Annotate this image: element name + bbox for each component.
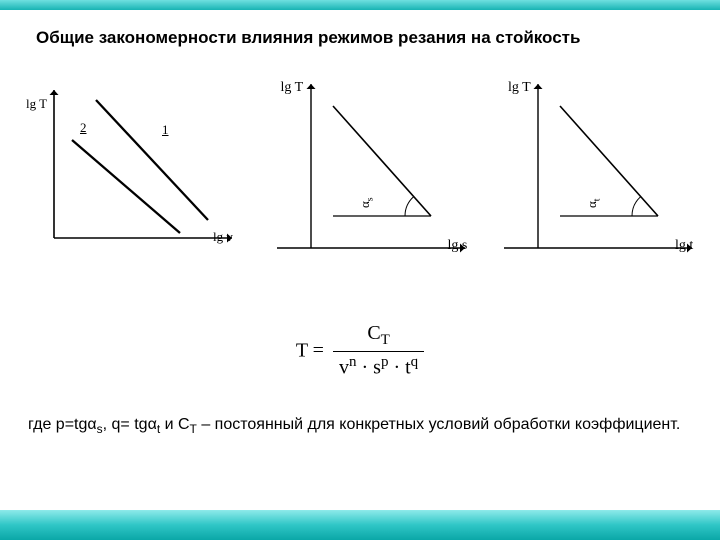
den-v: v — [339, 357, 349, 379]
den-t-exp: q — [411, 354, 419, 370]
dot1: · — [361, 357, 368, 379]
formula-fraction: CT vn · sp · tq — [333, 322, 424, 380]
xlabel: lg s — [448, 238, 468, 254]
angle-label: αs — [357, 197, 376, 208]
den-v-exp: n — [349, 354, 357, 370]
den-s: s — [373, 357, 381, 379]
ylabel: lg T — [26, 96, 47, 112]
xlabel: lg t — [675, 238, 693, 254]
den-s-exp: p — [381, 354, 389, 370]
fn-post: – постоянный для конкретных условий обра… — [197, 416, 680, 433]
formula-lhs: T = — [296, 339, 324, 361]
formula-denominator: vn · sp · tq — [333, 352, 424, 380]
slide: Общие закономерности влияния режимов рез… — [0, 0, 720, 540]
footnote: где p=tgαs, q= tgαt и CT – постоянный дл… — [28, 414, 692, 437]
angle-label: αt — [584, 198, 603, 208]
top-accent-bar — [0, 0, 720, 10]
num-sub: T — [381, 332, 390, 348]
fn-mid2: и C — [160, 416, 189, 433]
chart-lgv: lg T lg v 2 1 — [20, 78, 245, 268]
ylabel: lg T — [281, 80, 304, 96]
bottom-accent-bar — [0, 510, 720, 540]
fn-pre: где p=tgα — [28, 416, 97, 433]
curve-label-2: 2 — [80, 120, 87, 136]
chart-lgt: lg T lg t αt — [490, 78, 700, 268]
fn-mid1: , q= tgα — [103, 416, 157, 433]
ylabel: lg T — [508, 80, 531, 96]
curve-label-1: 1 — [162, 122, 169, 138]
charts-row: lg T lg v 2 1 lg T lg s αs lg T lg t αt — [20, 78, 700, 288]
fn-sub3: T — [190, 422, 197, 436]
formula-numerator: CT — [333, 322, 424, 352]
xlabel: lg v — [213, 229, 233, 245]
formula: T = CT vn · sp · tq — [0, 322, 720, 380]
chart-lgs: lg T lg s αs — [263, 78, 473, 268]
slide-title: Общие закономерности влияния режимов рез… — [36, 28, 684, 48]
dot2: · — [393, 357, 400, 379]
num-base: C — [367, 322, 380, 344]
